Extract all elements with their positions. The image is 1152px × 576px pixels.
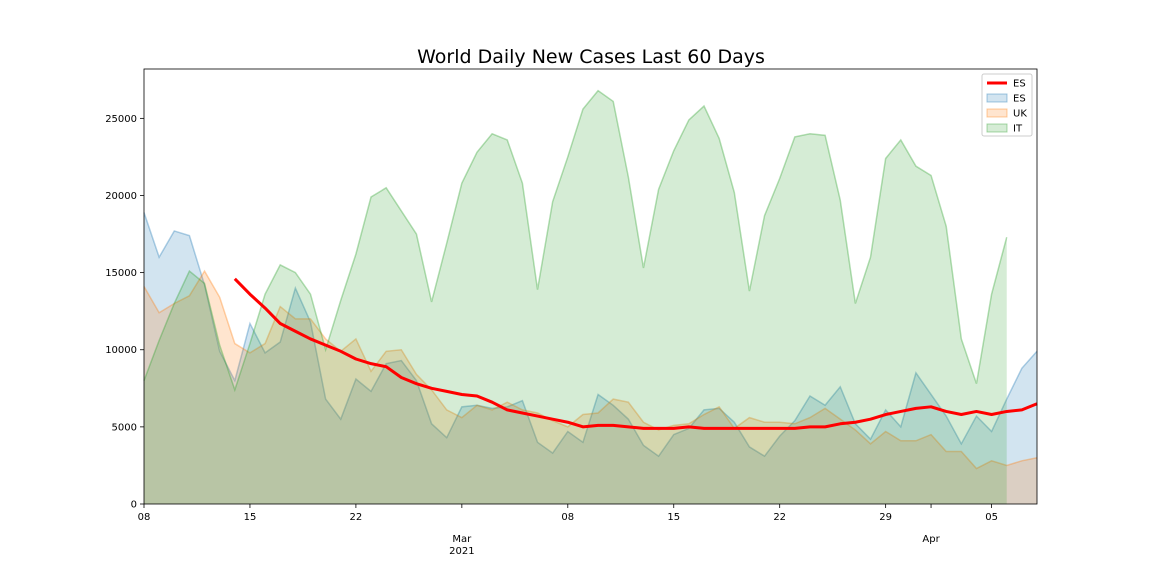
plot-frame bbox=[143, 68, 1038, 505]
x-tick-label: Apr bbox=[922, 534, 940, 545]
legend-label: IT bbox=[1013, 124, 1023, 135]
y-tick-label: 5000 bbox=[112, 422, 137, 433]
x-tick-label: 08 bbox=[138, 512, 151, 523]
area-it-fill bbox=[144, 90, 1007, 504]
y-tick-label: 15000 bbox=[105, 268, 137, 279]
area-uk-fill bbox=[144, 271, 1037, 504]
areas-layer bbox=[143, 89, 1038, 504]
area-es-fill bbox=[144, 212, 1037, 504]
area-uk-edge bbox=[143, 269, 1038, 470]
x-tick-label: 08 bbox=[561, 512, 574, 523]
y-tick-label: 20000 bbox=[105, 191, 137, 202]
legend-label: ES bbox=[1013, 94, 1026, 105]
x-tick-label: Mar bbox=[452, 534, 472, 545]
line-layer bbox=[233, 277, 1038, 430]
area-it-edge bbox=[143, 89, 1008, 393]
legend-label: ES bbox=[1013, 79, 1026, 90]
legend-swatch-area bbox=[986, 108, 1008, 118]
x-tick-label: 22 bbox=[350, 512, 363, 523]
x-tick-label: 15 bbox=[244, 512, 257, 523]
legend: ES ES UK IT bbox=[981, 73, 1033, 137]
legend-label: UK bbox=[1013, 109, 1027, 120]
y-tick-label: 25000 bbox=[105, 114, 137, 125]
legend-swatch-area bbox=[986, 123, 1008, 133]
y-tick-label: 10000 bbox=[105, 345, 137, 356]
x-tick-label: 05 bbox=[985, 512, 998, 523]
x-tick-label: 15 bbox=[667, 512, 680, 523]
x-tick-label: 29 bbox=[879, 512, 892, 523]
legend-box bbox=[981, 73, 1033, 137]
chart-title: World Daily New Cases Last 60 Days bbox=[417, 46, 765, 68]
es-average-line bbox=[233, 277, 1038, 430]
y-tick-label: 0 bbox=[131, 500, 137, 511]
x-tick-sublabel: 2021 bbox=[449, 546, 474, 557]
legend-swatch-area bbox=[986, 93, 1008, 103]
x-tick-label: 22 bbox=[773, 512, 786, 523]
